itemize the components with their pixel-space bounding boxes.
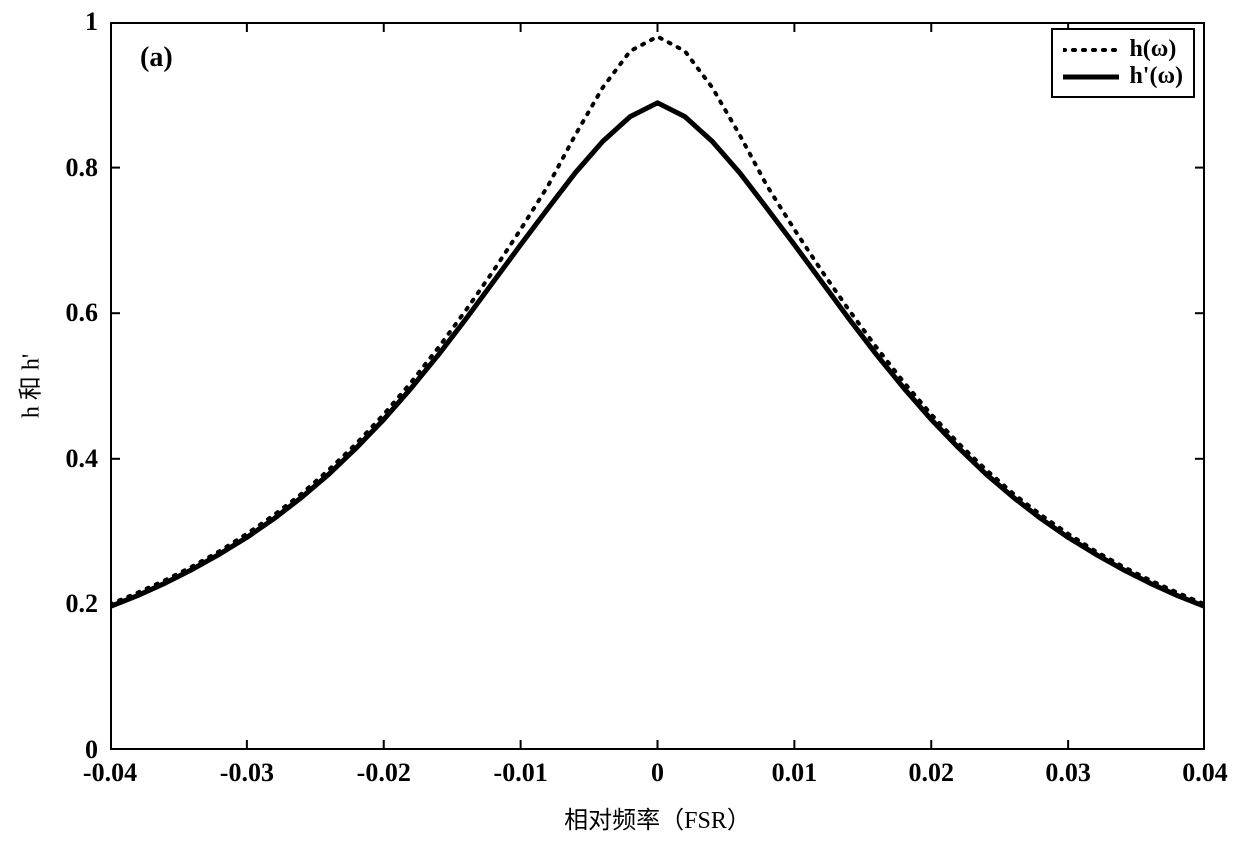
x-tick-label: -0.01 [494, 758, 548, 788]
y-axis-label: h 和 h' [11, 354, 46, 418]
legend-label: h'(ω) [1129, 63, 1183, 90]
y-tick-label: 0.6 [0, 298, 98, 328]
legend: h(ω)h'(ω) [1051, 28, 1195, 98]
y-tick-label: 0 [0, 735, 98, 765]
chart-figure: -0.04-0.03-0.02-0.0100.010.020.030.0400.… [0, 0, 1240, 863]
y-tick-label: 0.2 [0, 589, 98, 619]
x-tick-label: -0.02 [357, 758, 411, 788]
legend-row: h(ω) [1063, 36, 1183, 63]
x-tick-label: 0.02 [909, 758, 955, 788]
x-tick-label: 0 [651, 758, 664, 788]
series-hp [110, 103, 1205, 607]
x-axis-label: 相对频率（FSR） [564, 800, 751, 835]
plot-svg [110, 22, 1205, 750]
panel-label: (a) [140, 42, 173, 74]
legend-label: h(ω) [1129, 36, 1176, 63]
y-tick-label: 0.4 [0, 444, 98, 474]
legend-swatch-icon [1063, 70, 1119, 84]
x-tick-label: 0.04 [1182, 758, 1228, 788]
y-tick-label: 1 [0, 7, 98, 37]
legend-swatch-icon [1063, 43, 1119, 57]
x-tick-label: 0.01 [772, 758, 818, 788]
y-tick-label: 0.8 [0, 153, 98, 183]
x-tick-label: -0.03 [220, 758, 274, 788]
x-tick-label: 0.03 [1045, 758, 1091, 788]
plot-area [110, 22, 1205, 750]
legend-row: h'(ω) [1063, 63, 1183, 90]
